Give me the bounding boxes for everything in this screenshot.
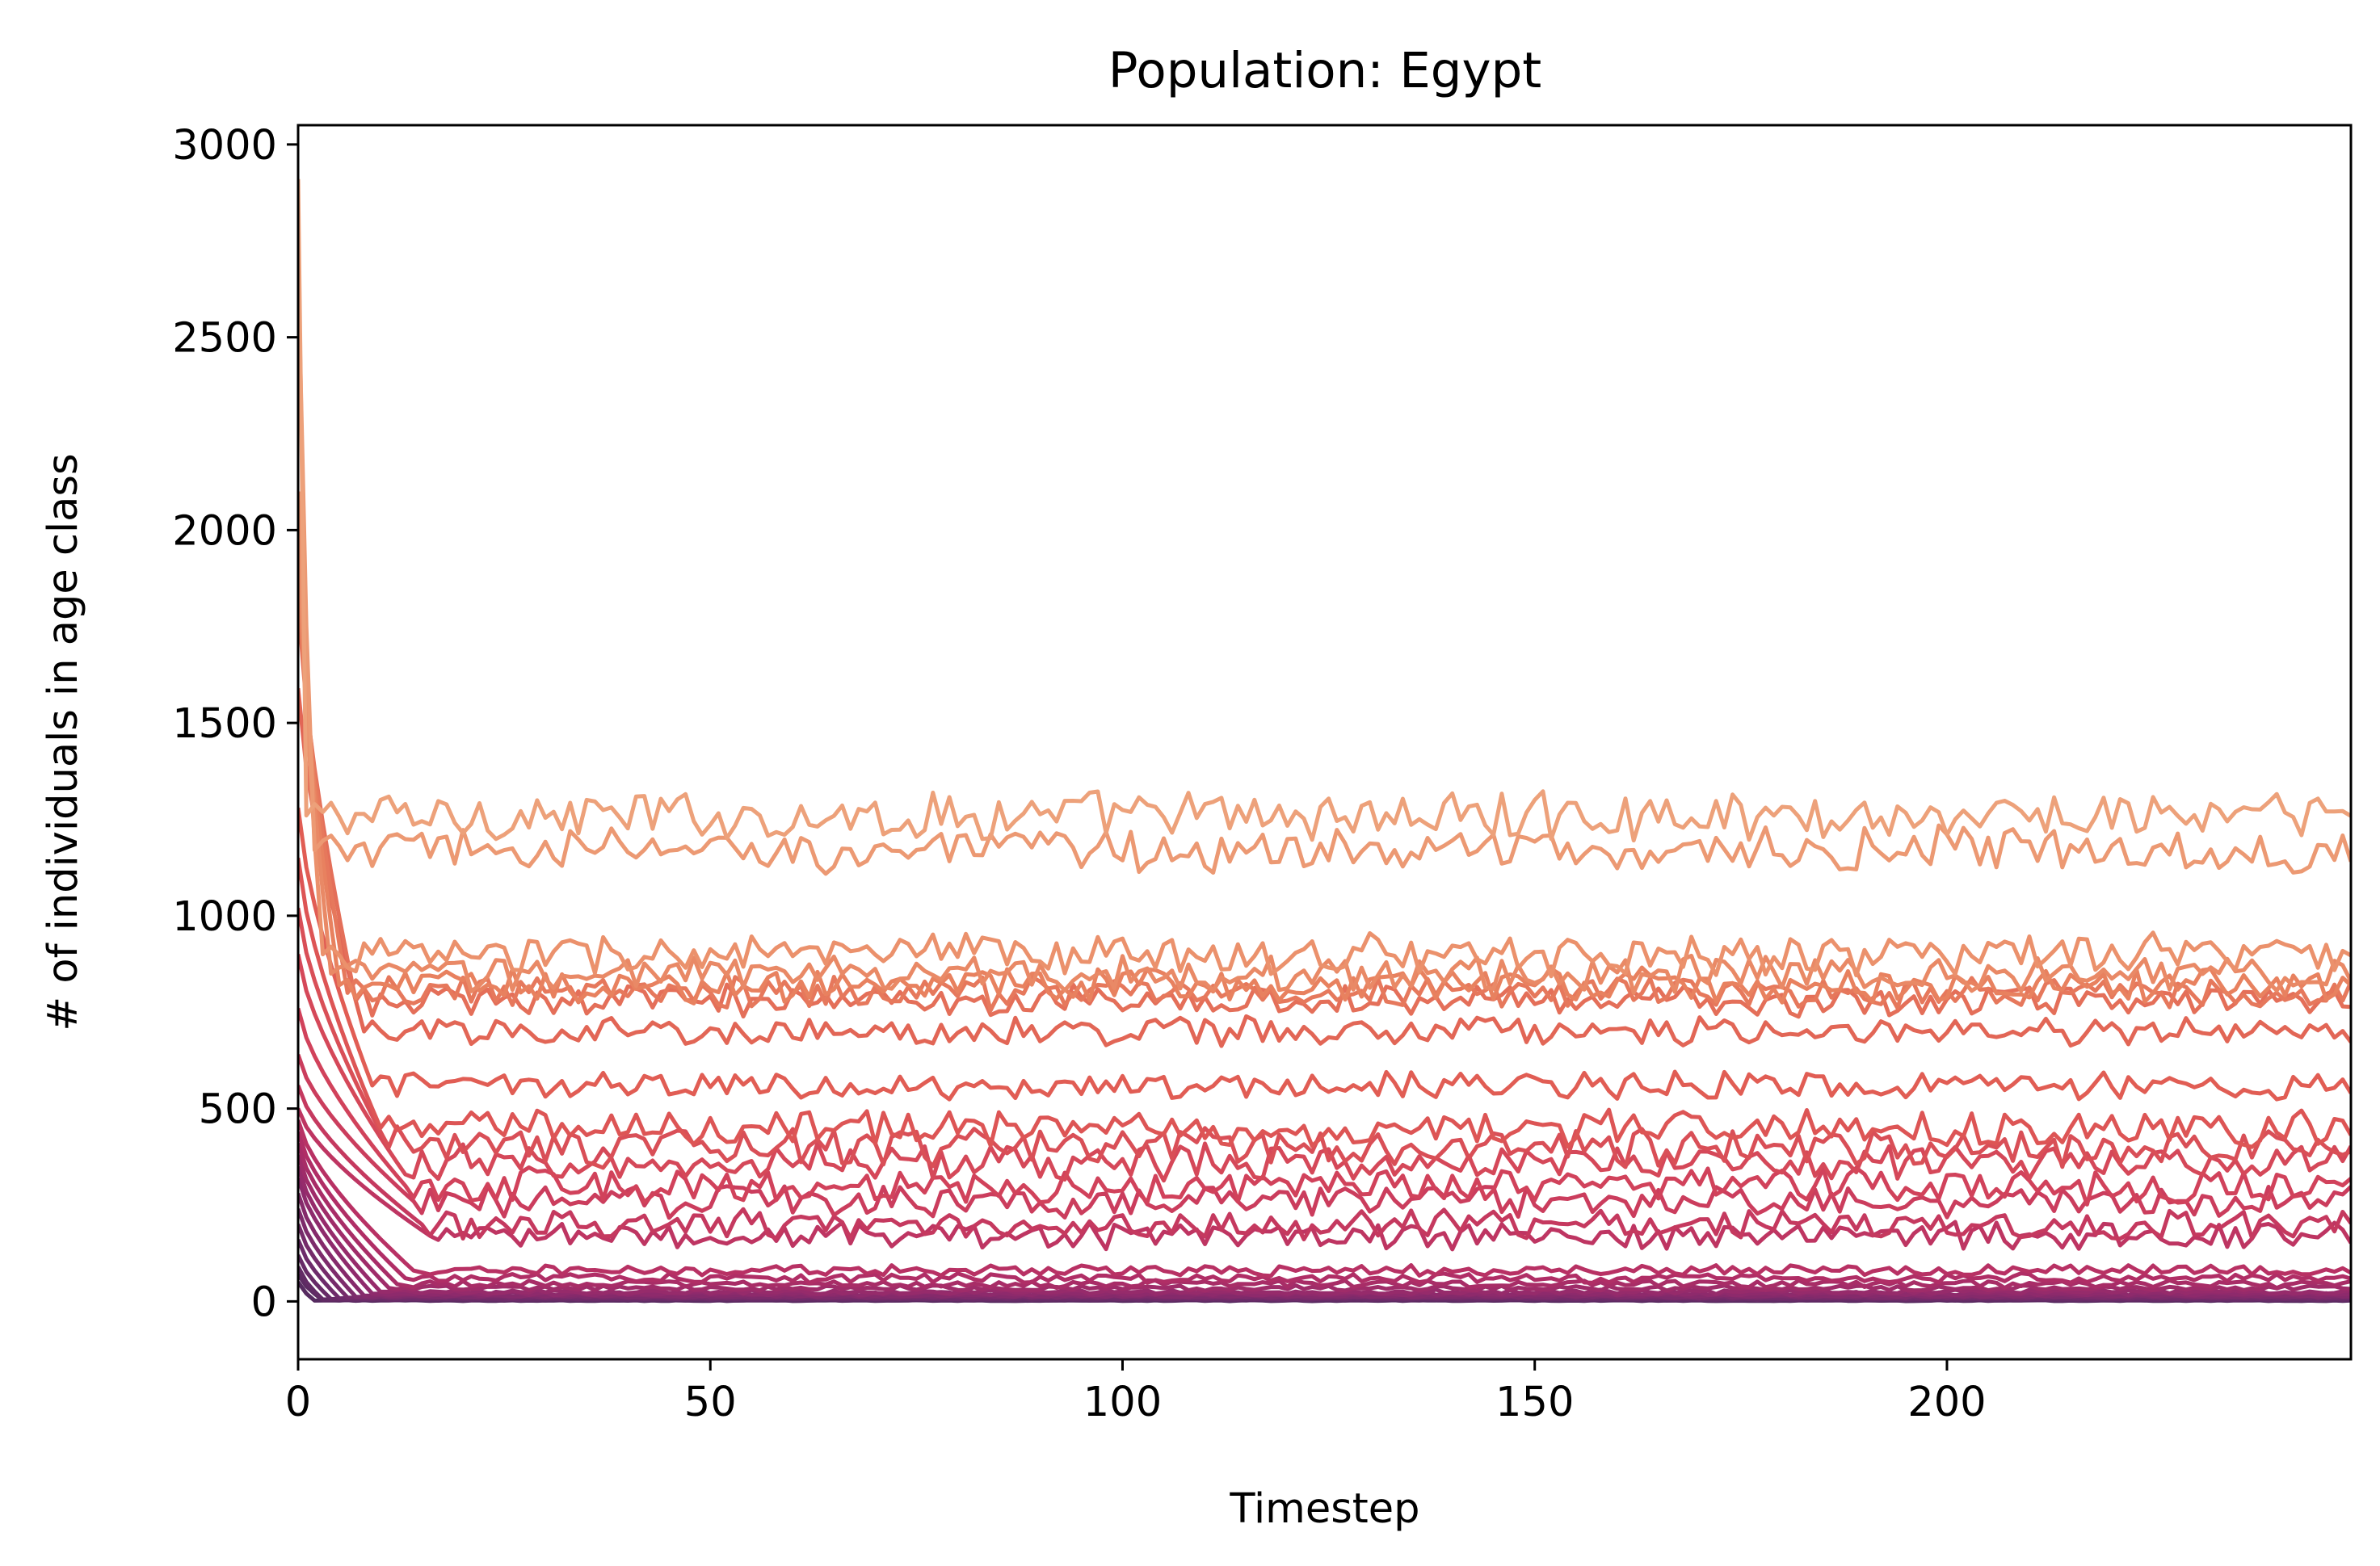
x-tick-label: 50 bbox=[684, 1379, 737, 1426]
y-tick-label: 3000 bbox=[172, 122, 277, 170]
x-axis-ticks: 0 50 100 150 200 bbox=[285, 1359, 1987, 1426]
y-axis-ticks: 0 500 1000 1500 2000 2500 3000 bbox=[172, 122, 298, 1326]
x-tick-label: 150 bbox=[1495, 1379, 1574, 1426]
series-line bbox=[298, 1107, 2351, 1252]
y-tick-label: 2500 bbox=[172, 315, 277, 363]
series-line bbox=[298, 568, 2351, 1006]
series-line bbox=[298, 267, 2351, 876]
x-tick-label: 100 bbox=[1083, 1379, 1162, 1426]
plot-frame bbox=[296, 124, 2353, 1361]
series-line bbox=[298, 857, 2351, 1149]
series-line bbox=[298, 602, 2351, 1019]
series-line bbox=[298, 178, 2351, 843]
series-line bbox=[298, 491, 2351, 979]
series-line bbox=[298, 1085, 2351, 1241]
y-axis-label: # of individuals in age class bbox=[40, 453, 87, 1031]
x-axis-label: Timestep bbox=[1229, 1485, 1419, 1533]
series-line bbox=[298, 1007, 2351, 1207]
series-lines bbox=[298, 178, 2351, 1304]
series-line bbox=[298, 584, 2351, 1013]
series-line bbox=[298, 807, 2351, 1102]
series-line bbox=[298, 1131, 2351, 1285]
x-tick-label: 0 bbox=[285, 1379, 311, 1426]
series-line bbox=[298, 907, 2351, 1170]
y-tick-label: 1000 bbox=[172, 893, 277, 941]
y-tick-label: 2000 bbox=[172, 507, 277, 555]
series-line bbox=[298, 1119, 2351, 1278]
x-tick-label: 200 bbox=[1907, 1379, 1986, 1426]
chart-title: Population: Egypt bbox=[1108, 42, 1541, 99]
y-tick-label: 500 bbox=[199, 1086, 277, 1134]
series-line bbox=[298, 687, 2351, 1048]
y-tick-label: 0 bbox=[251, 1278, 277, 1326]
series-line bbox=[298, 1165, 2351, 1296]
y-tick-label: 1500 bbox=[172, 700, 277, 748]
